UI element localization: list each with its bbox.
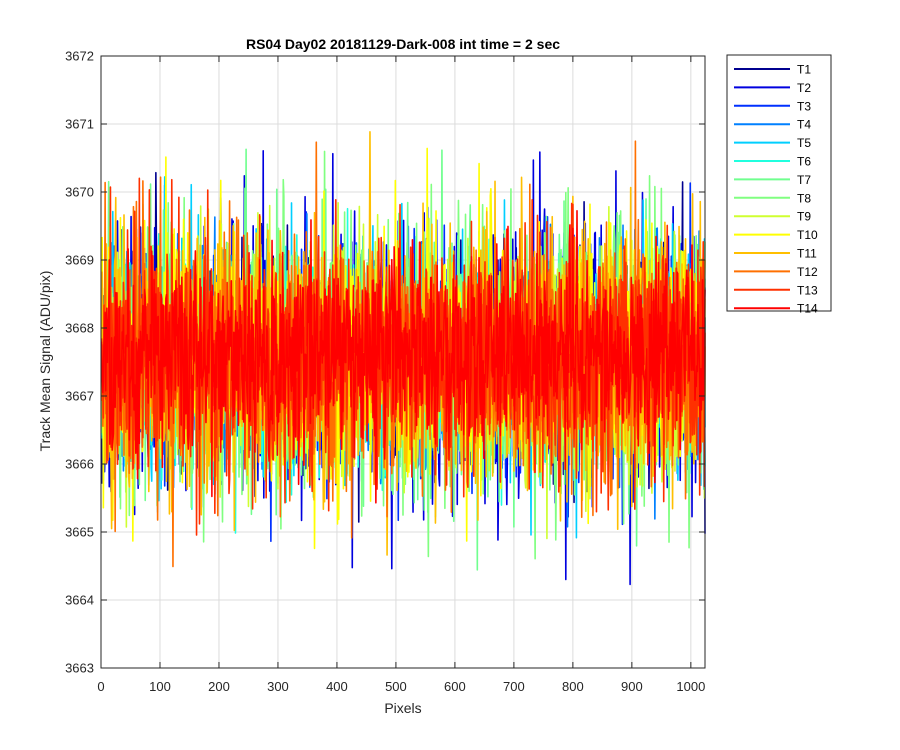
legend-items: T1 T2 T3 T4 T5 T6 T7 T8 T9 T10 T11 T12 T13 T14 [734, 63, 818, 316]
x-tick-label: 500 [385, 679, 407, 694]
legend-label: T9 [797, 210, 811, 224]
y-tick-label: 3671 [65, 117, 94, 132]
y-tick-label: 3668 [65, 321, 94, 336]
x-tick-label: 0 [97, 679, 104, 694]
legend-item-t4: T4 [734, 118, 811, 132]
legend-box [726, 54, 832, 312]
legend-item-t5: T5 [734, 136, 811, 150]
y-axis: 3663 3664 3665 3666 3667 3668 3669 3670 3671 3672 [65, 49, 705, 676]
legend-label: T12 [797, 265, 818, 279]
y-tick-label: 3670 [65, 185, 94, 200]
legend-item-t8: T8 [734, 191, 811, 205]
y-tick-label: 3666 [65, 457, 94, 472]
legend-item-t9: T9 [734, 210, 811, 224]
y-tick-label: 3667 [65, 389, 94, 404]
y-tick-label: 3669 [65, 253, 94, 268]
legend-label: T5 [797, 136, 811, 150]
x-tick-label: 900 [621, 679, 643, 694]
legend-label: T14 [797, 302, 818, 316]
legend-label: T2 [797, 81, 811, 95]
x-tick-label: 200 [208, 679, 230, 694]
legend-item-t7: T7 [734, 173, 811, 187]
legend-item-t14: T14 [734, 302, 818, 316]
y-tick-label: 3663 [65, 661, 94, 676]
x-axis: 0 100 200 300 400 500 600 700 800 900 1000 [97, 56, 705, 694]
legend-item-t12: T12 [734, 265, 818, 279]
y-tick-label: 3664 [65, 593, 94, 608]
legend-item-t2: T2 [734, 81, 811, 95]
x-axis-label: Pixels [384, 700, 421, 716]
y-tick-label: 3672 [65, 49, 94, 64]
legend-label: T11 [797, 247, 817, 261]
legend-item-t13: T13 [734, 283, 818, 297]
x-tick-label: 300 [267, 679, 289, 694]
legend-label: T8 [797, 191, 811, 205]
x-tick-label: 400 [326, 679, 348, 694]
legend-item-t1: T1 [734, 63, 811, 77]
y-tick-label: 3665 [65, 525, 94, 540]
x-tick-label: 100 [149, 679, 171, 694]
x-tick-label: 600 [444, 679, 466, 694]
legend-item-t11: T11 [734, 247, 817, 261]
legend-label: T6 [797, 155, 811, 169]
legend-item-t10: T10 [734, 228, 818, 242]
chart-title: RS04 Day02 20181129-Dark-008 int time = … [246, 36, 560, 52]
legend-label: T1 [797, 63, 811, 77]
y-axis-label: Track Mean Signal (ADU/pix) [37, 271, 53, 452]
legend-label: T13 [797, 283, 818, 297]
x-tick-label: 1000 [676, 679, 705, 694]
legend-label: T4 [797, 118, 811, 132]
legend-label: T3 [797, 99, 811, 113]
x-tick-label: 800 [562, 679, 584, 694]
legend-label: T7 [797, 173, 811, 187]
legend-label: T10 [797, 228, 818, 242]
plot-area: 0 100 200 300 400 500 600 700 800 900 1000 3663366… [65, 49, 706, 694]
legend-item-t3: T3 [734, 99, 811, 113]
legend-item-t6: T6 [734, 155, 811, 169]
series-layer [100, 131, 706, 586]
plot-border [100, 55, 706, 669]
legend: T1 T2 T3 T4 T5 T6 T7 T8 T9 T10 T11 T12 T13 T14 [726, 54, 832, 316]
x-tick-label: 700 [503, 679, 525, 694]
series-line-t14 [100, 210, 706, 504]
